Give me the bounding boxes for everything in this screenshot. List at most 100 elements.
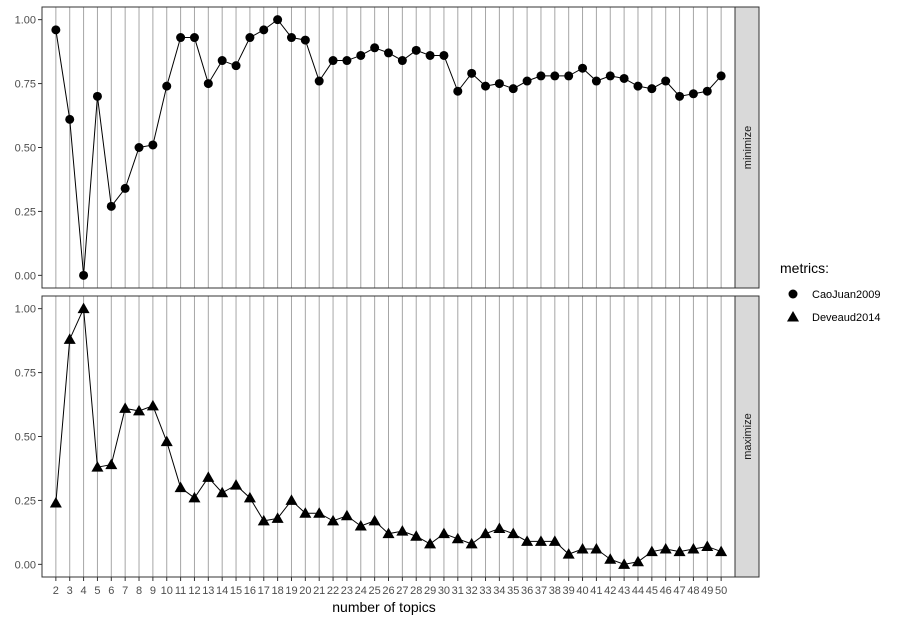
x-tick-label: 4 xyxy=(81,585,87,597)
data-point-CaoJuan2009 xyxy=(564,71,574,81)
x-tick-label: 49 xyxy=(701,585,713,597)
x-tick-label: 20 xyxy=(299,585,311,597)
legend-label: CaoJuan2009 xyxy=(812,289,881,301)
data-point-Deveaud2014 xyxy=(590,543,603,554)
data-point-Deveaud2014 xyxy=(534,535,547,546)
x-tick-label: 38 xyxy=(549,585,561,597)
x-tick-label: 11 xyxy=(175,585,186,597)
x-tick-label: 29 xyxy=(424,585,436,597)
data-point-CaoJuan2009 xyxy=(300,35,310,45)
y-tick-label: 0.00 xyxy=(15,270,36,282)
x-tick-label: 37 xyxy=(535,585,547,597)
x-tick-label: 31 xyxy=(452,585,464,597)
data-point-Deveaud2014 xyxy=(396,525,409,536)
y-tick-label: 0.25 xyxy=(15,495,36,507)
x-tick-label: 50 xyxy=(715,585,727,597)
data-point-Deveaud2014 xyxy=(119,402,132,413)
x-tick-label: 34 xyxy=(493,585,505,597)
x-tick-label: 44 xyxy=(632,585,644,597)
legend-title: metrics: xyxy=(780,260,829,276)
y-tick-label: 0.75 xyxy=(15,79,36,91)
data-point-Deveaud2014 xyxy=(701,540,714,551)
data-point-Deveaud2014 xyxy=(618,558,631,569)
data-point-CaoJuan2009 xyxy=(217,56,227,66)
data-point-Deveaud2014 xyxy=(313,507,326,518)
data-point-Deveaud2014 xyxy=(479,527,492,539)
data-point-CaoJuan2009 xyxy=(189,33,199,43)
data-point-Deveaud2014 xyxy=(354,519,367,531)
x-tick-label: 26 xyxy=(382,585,394,597)
data-point-Deveaud2014 xyxy=(507,527,520,539)
x-tick-label: 14 xyxy=(216,585,228,597)
data-point-CaoJuan2009 xyxy=(439,50,449,60)
data-point-Deveaud2014 xyxy=(257,514,270,526)
x-tick-label: 16 xyxy=(244,585,256,597)
data-point-CaoJuan2009 xyxy=(203,79,213,89)
data-point-Deveaud2014 xyxy=(562,548,575,559)
data-point-Deveaud2014 xyxy=(493,522,506,534)
x-tick-label: 13 xyxy=(202,585,214,597)
data-point-CaoJuan2009 xyxy=(328,56,338,66)
data-point-CaoJuan2009 xyxy=(633,81,643,91)
data-point-CaoJuan2009 xyxy=(286,33,296,43)
legend-key-triangle-icon xyxy=(787,311,799,322)
x-tick-label: 48 xyxy=(687,585,699,597)
data-point-Deveaud2014 xyxy=(673,545,686,557)
y-tick-label: 1.00 xyxy=(15,304,36,316)
data-point-CaoJuan2009 xyxy=(425,50,435,60)
data-point-Deveaud2014 xyxy=(91,461,104,472)
x-tick-label: 23 xyxy=(341,585,353,597)
x-tick-label: 27 xyxy=(396,585,408,597)
data-point-Deveaud2014 xyxy=(105,458,118,470)
data-point-CaoJuan2009 xyxy=(411,45,421,55)
x-tick-label: 28 xyxy=(410,585,422,597)
x-tick-label: 33 xyxy=(479,585,491,597)
data-point-Deveaud2014 xyxy=(299,507,312,518)
legend-entries: CaoJuan2009 Deveaud2014 xyxy=(787,289,881,324)
data-point-Deveaud2014 xyxy=(631,555,644,567)
data-point-CaoJuan2009 xyxy=(79,270,89,280)
x-tick-label: 32 xyxy=(466,585,478,597)
x-tick-label: 35 xyxy=(507,585,519,597)
x-tick-label: 41 xyxy=(590,585,602,597)
x-tick-label: 6 xyxy=(108,585,114,597)
data-point-Deveaud2014 xyxy=(437,527,450,539)
facet-strip-label: maximize xyxy=(742,413,754,459)
data-point-CaoJuan2009 xyxy=(231,61,241,71)
data-point-CaoJuan2009 xyxy=(453,86,463,96)
data-point-Deveaud2014 xyxy=(49,496,62,508)
x-tick-label: 12 xyxy=(188,585,200,597)
data-point-Deveaud2014 xyxy=(687,543,700,554)
facet-strip xyxy=(734,295,760,578)
y-tick-label: 0.00 xyxy=(15,559,36,571)
x-tick-label: 24 xyxy=(355,585,367,597)
data-point-Deveaud2014 xyxy=(576,543,589,554)
x-tick-label: 8 xyxy=(136,585,142,597)
facet-panels: 0.00 0.25 0.50 0.75 1.00 minimize 0.00 0.25 0.50… xyxy=(15,6,760,597)
data-point-CaoJuan2009 xyxy=(134,143,144,152)
data-point-CaoJuan2009 xyxy=(370,43,380,53)
data-point-Deveaud2014 xyxy=(230,479,243,490)
data-point-CaoJuan2009 xyxy=(481,81,491,91)
data-point-CaoJuan2009 xyxy=(162,81,172,91)
x-tick-label: 22 xyxy=(327,585,339,597)
facet-panel-minimize: 0.00 0.25 0.50 0.75 1.00 minimize xyxy=(15,6,760,289)
y-tick-label: 1.00 xyxy=(15,15,36,27)
data-point-Deveaud2014 xyxy=(368,514,381,526)
facet-strip xyxy=(734,6,760,289)
legend: metrics: CaoJuan2009 Deveaud2014 xyxy=(780,260,881,324)
data-point-Deveaud2014 xyxy=(202,471,215,482)
x-axis-label: number of topics xyxy=(332,599,436,615)
x-tick-label: 3 xyxy=(67,585,73,597)
data-point-CaoJuan2009 xyxy=(273,15,283,25)
x-tick-label: 36 xyxy=(521,585,533,597)
data-point-Deveaud2014 xyxy=(340,509,353,521)
x-tick-label: 17 xyxy=(258,585,270,597)
facet-strip-label: minimize xyxy=(742,126,754,169)
data-point-CaoJuan2009 xyxy=(356,50,366,60)
data-point-Deveaud2014 xyxy=(327,514,340,526)
x-tick-label: 46 xyxy=(660,585,672,597)
data-point-CaoJuan2009 xyxy=(578,63,588,73)
data-point-CaoJuan2009 xyxy=(120,183,130,193)
data-point-Deveaud2014 xyxy=(271,512,284,523)
